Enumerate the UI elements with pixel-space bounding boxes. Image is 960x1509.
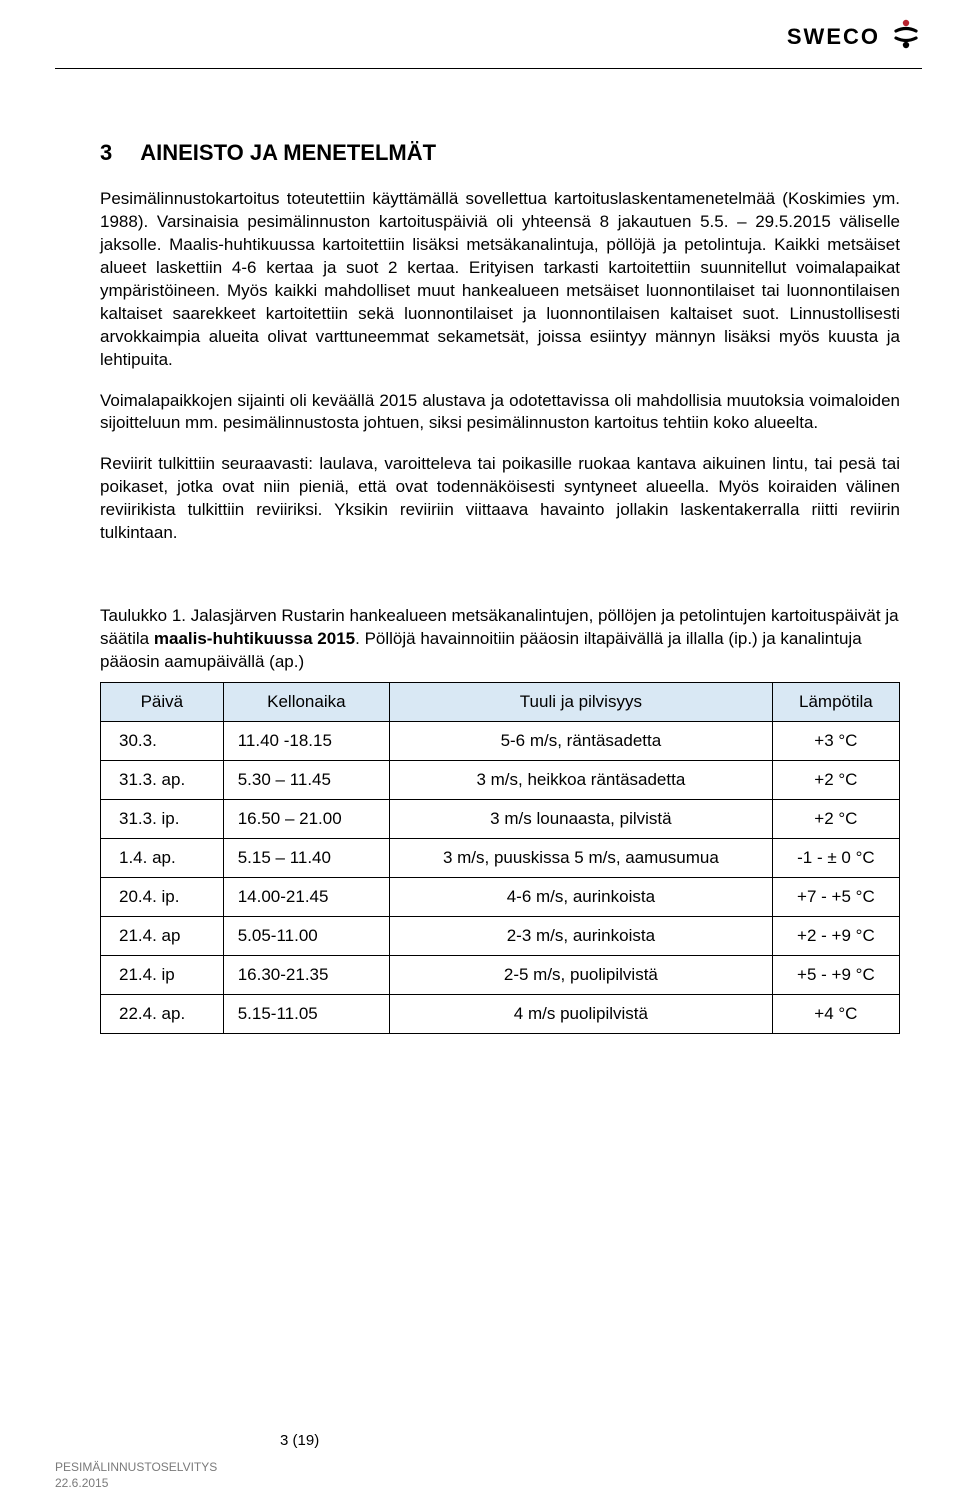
- table-cell: +2 °C: [772, 760, 899, 799]
- header-divider: [55, 68, 922, 69]
- table-cell: 4 m/s puolipilvistä: [390, 994, 773, 1033]
- table-cell: 14.00-21.45: [223, 877, 389, 916]
- section-title: AINEISTO JA MENETELMÄT: [140, 140, 436, 166]
- page-footer: 3 (19) PESIMÄLINNUSTOSELVITYS 22.6.2015: [55, 1432, 319, 1491]
- table-row: 22.4. ap.5.15-11.054 m/s puolipilvistä+4…: [101, 994, 900, 1033]
- table-row: 1.4. ap.5.15 – 11.403 m/s, puuskissa 5 m…: [101, 838, 900, 877]
- table-row: 21.4. ip16.30-21.352-5 m/s, puolipilvist…: [101, 955, 900, 994]
- table-cell: +5 - +9 °C: [772, 955, 899, 994]
- col-header-temp: Lämpötila: [772, 682, 899, 721]
- table-cell: 2-5 m/s, puolipilvistä: [390, 955, 773, 994]
- footer-date: 22.6.2015: [55, 1475, 319, 1491]
- table-cell: +4 °C: [772, 994, 899, 1033]
- table-cell: 22.4. ap.: [101, 994, 224, 1033]
- weather-table: Päivä Kellonaika Tuuli ja pilvisyys Lämp…: [100, 682, 900, 1034]
- table-cell: 30.3.: [101, 721, 224, 760]
- table-cell: +2 °C: [772, 799, 899, 838]
- table-cell: 21.4. ip: [101, 955, 224, 994]
- table-row: 20.4. ip.14.00-21.454-6 m/s, aurinkoista…: [101, 877, 900, 916]
- paragraph-3: Reviirit tulkittiin seuraavasti: laulava…: [100, 453, 900, 545]
- table-row: 30.3.11.40 -18.155-6 m/s, räntäsadetta+3…: [101, 721, 900, 760]
- table-cell: 31.3. ip.: [101, 799, 224, 838]
- table-cell: +2 - +9 °C: [772, 916, 899, 955]
- section-heading: 3 AINEISTO JA MENETELMÄT: [100, 140, 900, 166]
- table-cell: 5.15-11.05: [223, 994, 389, 1033]
- page-content: 3 AINEISTO JA MENETELMÄT Pesimälinnustok…: [100, 140, 900, 1034]
- table-cell: 5-6 m/s, räntäsadetta: [390, 721, 773, 760]
- paragraph-2: Voimalapaikkojen sijainti oli keväällä 2…: [100, 390, 900, 436]
- table-cell: -1 - ± 0 °C: [772, 838, 899, 877]
- table-cell: 20.4. ip.: [101, 877, 224, 916]
- table-cell: 5.05-11.00: [223, 916, 389, 955]
- table-cell: 5.30 – 11.45: [223, 760, 389, 799]
- table-row: 31.3. ip.16.50 – 21.003 m/s lounaasta, p…: [101, 799, 900, 838]
- table-cell: 31.3. ap.: [101, 760, 224, 799]
- brand-text: SWECO: [787, 24, 880, 50]
- col-header-time: Kellonaika: [223, 682, 389, 721]
- table-cell: 3 m/s, puuskissa 5 m/s, aamusumua: [390, 838, 773, 877]
- table-cell: 5.15 – 11.40: [223, 838, 389, 877]
- table-cell: 2-3 m/s, aurinkoista: [390, 916, 773, 955]
- col-header-date: Päivä: [101, 682, 224, 721]
- table-cell: 4-6 m/s, aurinkoista: [390, 877, 773, 916]
- table-row: 21.4. ap5.05-11.002-3 m/s, aurinkoista+2…: [101, 916, 900, 955]
- table-cell: +7 - +5 °C: [772, 877, 899, 916]
- table-header-row: Päivä Kellonaika Tuuli ja pilvisyys Lämp…: [101, 682, 900, 721]
- table-cell: 3 m/s lounaasta, pilvistä: [390, 799, 773, 838]
- table-cell: 3 m/s, heikkoa räntäsadetta: [390, 760, 773, 799]
- col-header-weather: Tuuli ja pilvisyys: [390, 682, 773, 721]
- table-cell: 1.4. ap.: [101, 838, 224, 877]
- section-number: 3: [100, 140, 112, 166]
- table-cell: 16.50 – 21.00: [223, 799, 389, 838]
- table-cell: +3 °C: [772, 721, 899, 760]
- table-caption: Taulukko 1. Jalasjärven Rustarin hankeal…: [100, 605, 900, 674]
- sweco-logo-icon: [890, 18, 922, 55]
- caption-bold: maalis-huhtikuussa 2015: [154, 629, 355, 648]
- table-row: 31.3. ap.5.30 – 11.453 m/s, heikkoa ränt…: [101, 760, 900, 799]
- table-cell: 16.30-21.35: [223, 955, 389, 994]
- footer-doc-title: PESIMÄLINNUSTOSELVITYS: [55, 1459, 319, 1475]
- page-number: 3 (19): [280, 1432, 319, 1449]
- table-cell: 21.4. ap: [101, 916, 224, 955]
- paragraph-1: Pesimälinnustokartoitus toteutettiin käy…: [100, 188, 900, 372]
- header: SWECO: [787, 18, 922, 55]
- table-cell: 11.40 -18.15: [223, 721, 389, 760]
